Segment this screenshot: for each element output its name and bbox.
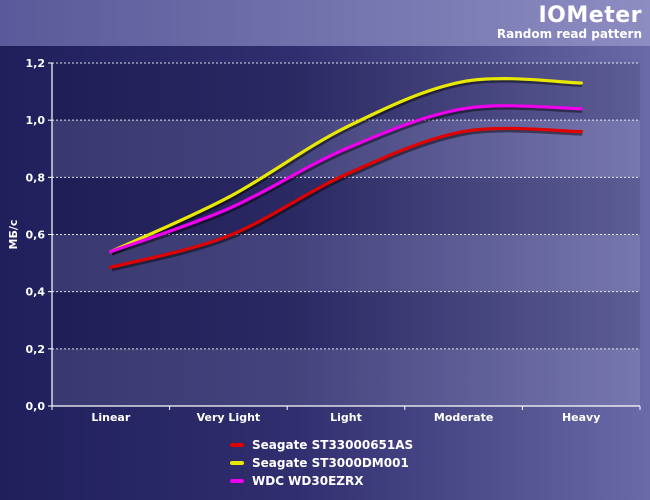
data-point xyxy=(579,130,583,134)
data-point xyxy=(462,79,466,84)
x-tick-label: Linear xyxy=(91,411,130,424)
y-axis-label: МБ/с xyxy=(7,220,20,250)
series-line-shadow xyxy=(111,128,583,272)
grid-lines xyxy=(48,62,640,407)
data-point xyxy=(344,125,348,129)
legend-swatch xyxy=(230,479,244,483)
data-point xyxy=(462,130,466,134)
legend-label: WDC WD30EZRX xyxy=(252,474,364,488)
legend-item: Seagate ST33000651AS xyxy=(230,436,413,454)
title-band: IOMeter Random read pattern xyxy=(0,0,650,46)
x-tick-label: Light xyxy=(330,411,362,424)
legend-swatch xyxy=(230,443,244,447)
legend-item: Seagate ST3000DM001 xyxy=(230,454,413,472)
x-tick-labels: Linear Very Light Light Moderate Heavy xyxy=(91,411,600,424)
data-point xyxy=(579,81,583,85)
plot-band xyxy=(52,63,640,121)
y-tick-label: 0,0 xyxy=(26,400,46,413)
plot-band xyxy=(52,291,640,349)
plot-band xyxy=(52,234,640,292)
series-line-shadow xyxy=(111,105,583,256)
series-line-shadow xyxy=(110,78,583,256)
x-tick-label: Very Light xyxy=(197,411,261,424)
legend-label: Seagate ST3000DM001 xyxy=(252,456,409,470)
y-tick-label: 0,2 xyxy=(26,343,46,356)
legend: Seagate ST33000651AS Seagate ST3000DM001 W… xyxy=(230,436,413,490)
x-tick-label: Heavy xyxy=(562,411,600,424)
data-point xyxy=(109,265,113,269)
data-point xyxy=(226,195,230,199)
y-tick-label: 1,0 xyxy=(26,114,46,127)
y-tick-label: 0,4 xyxy=(26,286,46,299)
plot-band xyxy=(52,348,640,406)
data-point xyxy=(344,172,348,177)
data-point xyxy=(226,207,230,211)
y-tick-label: 0,8 xyxy=(26,171,46,184)
axes xyxy=(51,63,641,410)
y-tick-label: 0,6 xyxy=(26,229,46,242)
legend-item: WDC WD30EZRX xyxy=(230,472,413,490)
y-tick-labels: 0,0 0,2 0,4 0,6 0,8 1,0 1,2 xyxy=(26,57,46,413)
y-tick-label: 1,2 xyxy=(26,57,46,70)
data-point xyxy=(579,107,583,111)
legend-label: Seagate ST33000651AS xyxy=(252,438,414,452)
data-point xyxy=(344,147,348,151)
legend-swatch xyxy=(230,461,244,465)
chart-title: IOMeter xyxy=(538,3,642,28)
x-tick-label: Moderate xyxy=(434,411,493,424)
data-point xyxy=(109,250,113,254)
plot-band xyxy=(52,177,640,235)
data-point xyxy=(226,234,230,238)
series-lines xyxy=(109,77,583,272)
chart-subtitle: Random read pattern xyxy=(496,27,642,41)
data-point xyxy=(462,107,466,111)
